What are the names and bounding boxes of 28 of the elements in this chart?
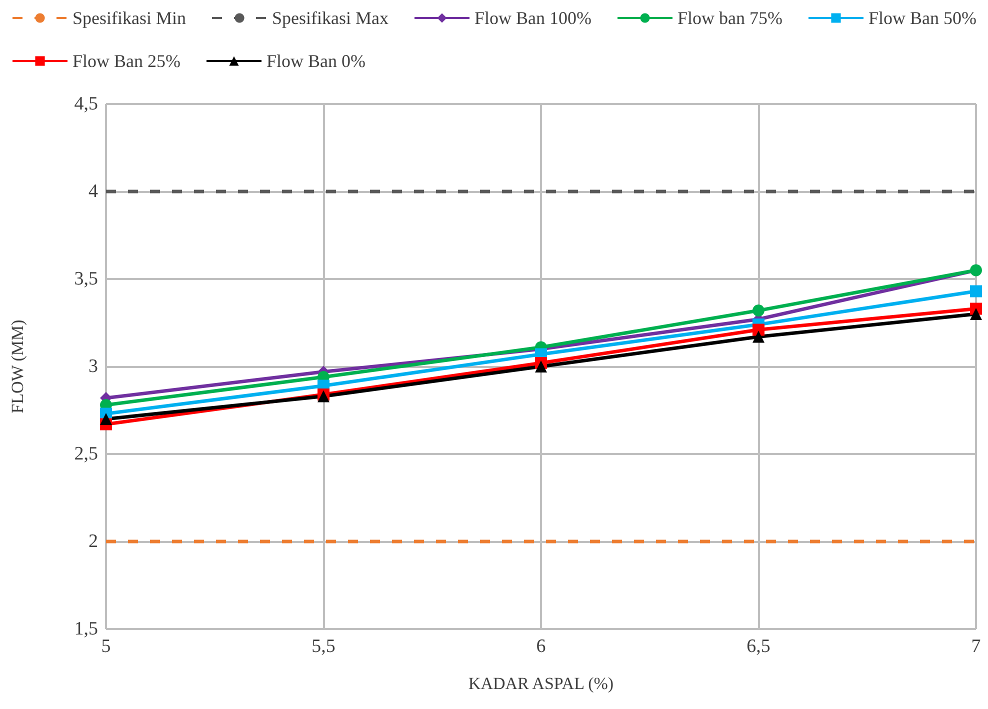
x-tick-label: 5,5 bbox=[312, 636, 336, 657]
legend-label: Flow ban 75% bbox=[678, 8, 782, 28]
legend-label: Flow Ban 100% bbox=[474, 8, 592, 28]
legend-label: Spesifikasi Max bbox=[272, 8, 389, 28]
x-tick-label: 6 bbox=[536, 636, 546, 657]
point bbox=[100, 413, 112, 425]
point bbox=[752, 304, 764, 316]
point bbox=[535, 360, 547, 372]
x-tick-label: 7 bbox=[971, 636, 981, 657]
y-tick-label: 3,5 bbox=[74, 268, 98, 290]
legend-label: Spesifikasi Min bbox=[72, 8, 186, 28]
x-axis-title: KADAR ASPAL (%) bbox=[468, 674, 614, 693]
x-tick-label: 6,5 bbox=[746, 636, 770, 657]
y-tick-label: 4,5 bbox=[74, 94, 98, 114]
y-tick-label: 4 bbox=[88, 181, 98, 202]
point bbox=[970, 285, 982, 298]
x-tick-label: 5 bbox=[101, 636, 111, 657]
legend-label: Flow Ban 25% bbox=[72, 51, 181, 71]
y-axis-title: FLOW (MM) bbox=[8, 320, 27, 414]
point bbox=[752, 330, 764, 343]
legend-label: Flow Ban 0% bbox=[266, 51, 366, 71]
y-tick-label: 2,5 bbox=[74, 444, 98, 464]
legend-label: Flow Ban 50% bbox=[868, 8, 976, 28]
point bbox=[752, 324, 764, 336]
y-tick-label: 1,5 bbox=[74, 618, 98, 640]
point bbox=[970, 308, 982, 320]
y-tick-label: 2 bbox=[88, 531, 98, 552]
y-tick-label: 3 bbox=[88, 356, 98, 377]
